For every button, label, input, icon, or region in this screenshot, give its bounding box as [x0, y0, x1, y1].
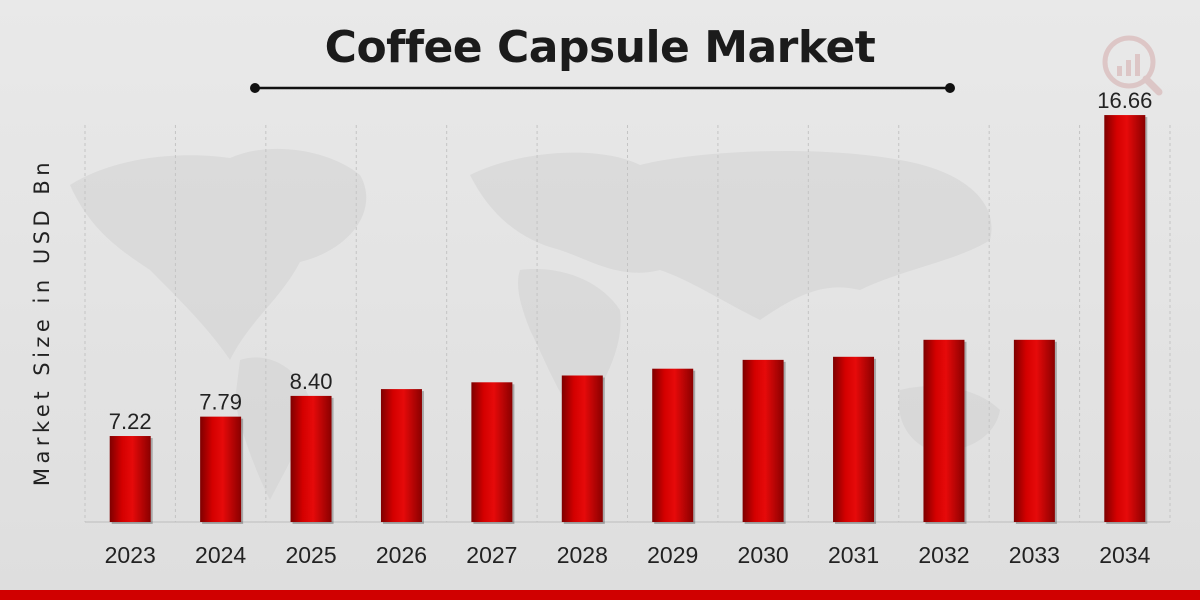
title-underline	[250, 83, 955, 93]
bar-2033	[1013, 339, 1055, 522]
bar-2029	[652, 368, 694, 522]
x-tick-2034: 2034	[1099, 542, 1150, 568]
bar-2023	[109, 436, 151, 522]
bar-2032	[923, 339, 965, 522]
x-tick-2023: 2023	[105, 542, 156, 568]
data-label-2025: 8.40	[290, 369, 333, 394]
bar-2027	[471, 382, 513, 522]
x-tick-2030: 2030	[738, 542, 789, 568]
bar-2034	[1104, 115, 1146, 522]
x-tick-2025: 2025	[285, 542, 336, 568]
bar-2031	[833, 356, 875, 522]
x-tick-2033: 2033	[1009, 542, 1060, 568]
data-label-2034: 16.66	[1097, 88, 1152, 113]
bar-2028	[561, 375, 603, 522]
x-tick-2032: 2032	[918, 542, 969, 568]
bar-2024	[200, 416, 242, 522]
brand-chart-logo-icon	[1102, 35, 1163, 96]
x-tick-2024: 2024	[195, 542, 246, 568]
x-tick-2026: 2026	[376, 542, 427, 568]
x-tick-2031: 2031	[828, 542, 879, 568]
chart-title: Coffee Capsule Market	[324, 22, 876, 73]
bar-2026	[380, 389, 422, 522]
x-tick-2028: 2028	[557, 542, 608, 568]
x-tick-2027: 2027	[466, 542, 517, 568]
data-label-2023: 7.22	[109, 409, 152, 434]
footer-stripe	[0, 590, 1200, 600]
x-tick-2029: 2029	[647, 542, 698, 568]
bar-2025	[290, 395, 332, 522]
data-label-2024: 7.79	[199, 390, 242, 415]
bar-2030	[742, 359, 784, 522]
